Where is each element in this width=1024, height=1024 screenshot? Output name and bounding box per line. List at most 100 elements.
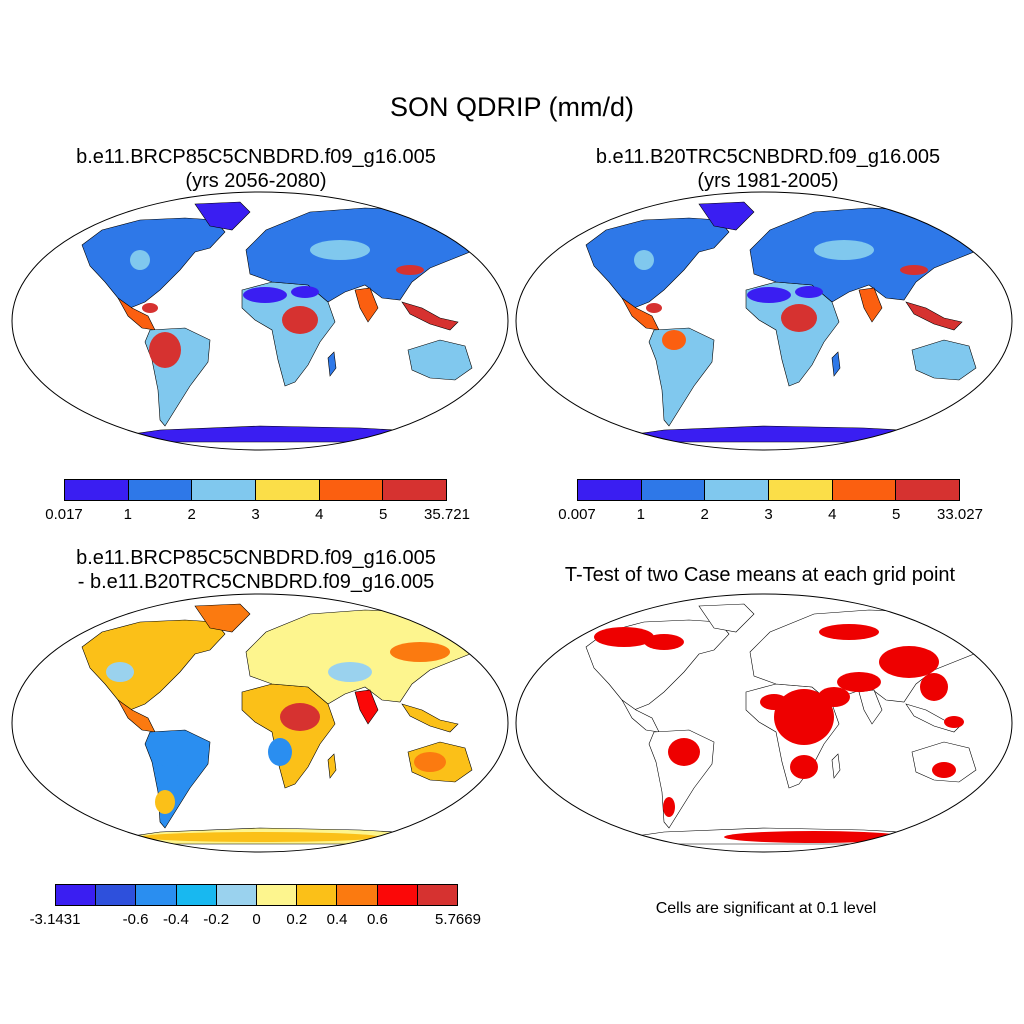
field-region: [291, 286, 319, 298]
field-region: [814, 240, 874, 260]
colorbar-tick-label: 0.4: [326, 911, 348, 928]
continent-namerica: [585, 217, 730, 309]
colorbar-tick-label: 0.007: [558, 506, 596, 523]
field-region: [243, 287, 287, 303]
field-region: [155, 790, 175, 814]
continent-india: [354, 287, 379, 323]
field-region: [149, 332, 181, 368]
colorbar-tick-label: 5: [891, 506, 901, 523]
continent-india: [858, 287, 883, 323]
significant-region: [668, 738, 700, 766]
field-region: [106, 662, 134, 682]
colorbar-swatch: [319, 480, 384, 500]
colorbar-tick-label: 0.2: [286, 911, 308, 928]
field-region: [390, 642, 450, 662]
colorbar-tick-label: -3.1431: [29, 911, 81, 928]
continent-seasia: [401, 301, 459, 331]
colorbar-swatch: [769, 480, 833, 500]
panel3-colorbar: [55, 884, 458, 906]
field-region: [280, 703, 320, 731]
colorbar-tick-label: -0.6: [122, 911, 149, 928]
continent-madagascar: [831, 351, 841, 377]
colorbar-swatch: [417, 885, 458, 905]
panel3-title-line1: b.e11.BRCP85C5CNBDRD.f09_g16.005: [76, 547, 436, 569]
panel4-title: T-Test of two Case means at each grid po…: [564, 564, 956, 586]
significant-region: [932, 762, 956, 778]
significant-region: [594, 627, 654, 647]
continent-nz: [489, 775, 499, 795]
significant-region: [920, 673, 948, 701]
continent-antarctica: [69, 425, 451, 443]
panel2-title-line2: (yrs 1981-2005): [697, 170, 839, 192]
significant-region: [818, 687, 850, 707]
significant-region: [790, 755, 818, 779]
continent-madagascar: [327, 351, 337, 377]
panel1-title-line2: (yrs 2056-2080): [185, 170, 327, 192]
colorbar-tick-label: 1: [636, 506, 645, 523]
significant-region: [760, 694, 788, 710]
continent-nz: [993, 373, 1003, 393]
colorbar-tick-label: 3: [251, 506, 260, 523]
colorbar-tick-label: 35.721: [424, 506, 470, 523]
continent-eurasia: [245, 609, 489, 705]
map-border: [515, 593, 1013, 853]
colorbar-swatch: [641, 480, 706, 500]
colorbar-tick-label: -0.4: [162, 911, 189, 928]
field-region: [140, 832, 380, 842]
colorbar-tick-label: 0.017: [45, 506, 83, 523]
field-region: [282, 306, 318, 334]
field-region: [781, 304, 817, 332]
continent-namerica: [81, 619, 226, 711]
colorbar-tick-label: 0: [252, 911, 261, 928]
significant-region: [819, 624, 879, 640]
continent-india: [354, 689, 379, 725]
colorbar-swatch: [65, 480, 129, 500]
panel1-map: [11, 191, 509, 451]
field-region: [268, 738, 292, 766]
significant-region: [944, 716, 964, 728]
significant-region: [663, 797, 675, 817]
colorbar-tick-label: 33.027: [937, 506, 983, 523]
panel3-map: [11, 593, 509, 853]
field-region: [156, 736, 184, 768]
continent-greenland: [698, 201, 755, 231]
field-region: [900, 265, 928, 275]
colorbar-swatch: [705, 480, 770, 500]
colorbar-tick-label: 0.6: [366, 911, 388, 928]
colorbar-tick-label: 5.7669: [435, 911, 481, 928]
colorbar-tick-label: 2: [187, 506, 196, 523]
continent-australia: [911, 339, 977, 381]
colorbar-swatch: [136, 885, 177, 905]
continent-greenland: [194, 603, 251, 633]
field-region: [634, 250, 654, 270]
panel3-title-line2: - b.e11.B20TRC5CNBDRD.f09_g16.005: [77, 571, 435, 593]
field-region: [646, 303, 662, 313]
continent-seasia: [905, 301, 963, 331]
field-region: [662, 330, 686, 350]
field-region: [130, 250, 150, 270]
map-border: [11, 593, 509, 853]
colorbar-swatch: [297, 885, 338, 905]
continent-australia: [407, 339, 473, 381]
colorbar-tick-label: -0.2: [203, 911, 230, 928]
colorbar-tick-label: 1: [123, 506, 132, 523]
colorbar-swatch: [56, 885, 97, 905]
significant-region: [774, 689, 834, 745]
continent-greenland: [194, 201, 251, 231]
continent-africa: [241, 683, 336, 789]
map-border: [11, 191, 509, 451]
panel1-title-line1: b.e11.BRCP85C5CNBDRD.f09_g16.005: [76, 146, 436, 168]
significant-region: [724, 831, 904, 843]
colorbar-swatch: [216, 885, 258, 905]
panel2-title-line1: b.e11.B20TRC5CNBDRD.f09_g16.005: [595, 146, 941, 168]
colorbar-swatch: [337, 885, 378, 905]
colorbar-swatch: [192, 480, 257, 500]
continent-greenland: [698, 603, 755, 633]
panel2-colorbar: [577, 479, 960, 501]
significant-region: [837, 672, 881, 692]
colorbar-swatch: [128, 480, 193, 500]
colorbar-swatch: [257, 885, 298, 905]
continent-seasia: [401, 703, 459, 733]
colorbar-tick-label: 3: [764, 506, 773, 523]
panel2-map: [515, 191, 1013, 451]
